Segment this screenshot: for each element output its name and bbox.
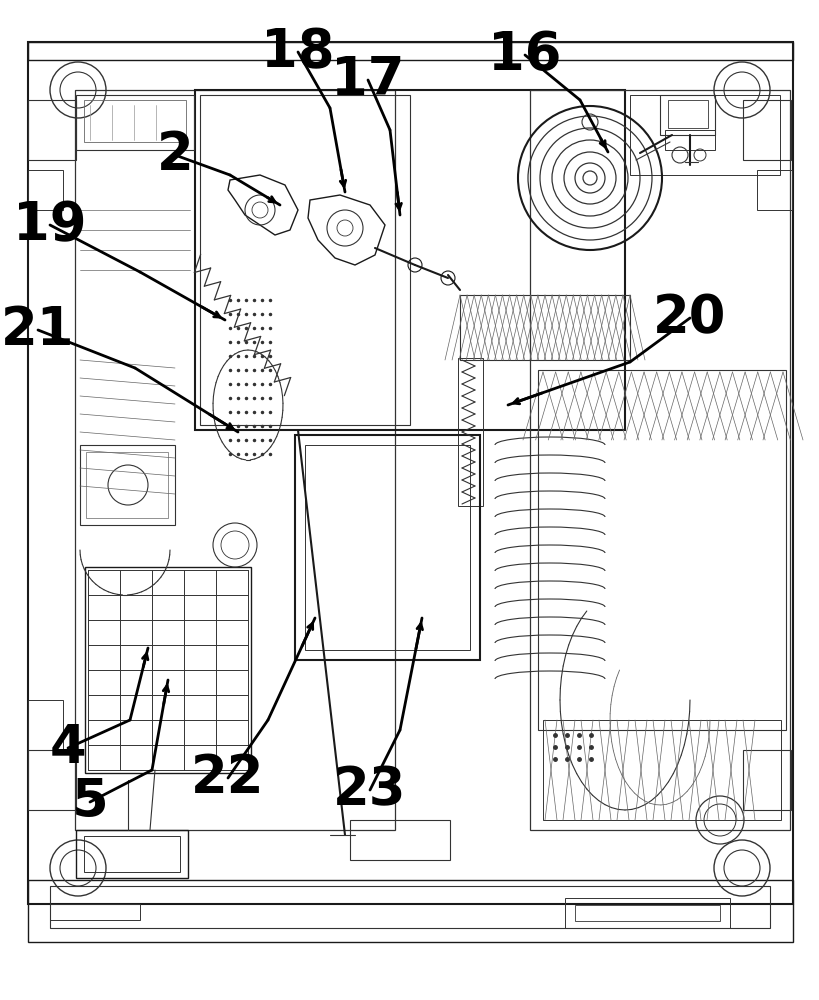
Bar bbox=[295, 435, 480, 660]
Bar bbox=[75, 90, 395, 830]
Bar bbox=[28, 880, 793, 942]
Bar bbox=[85, 567, 251, 773]
Text: 17: 17 bbox=[331, 54, 405, 106]
Bar bbox=[538, 370, 786, 730]
Bar bbox=[743, 750, 791, 810]
Bar bbox=[76, 95, 194, 150]
Text: 23: 23 bbox=[333, 764, 407, 816]
Bar bbox=[757, 170, 792, 210]
Bar bbox=[28, 170, 63, 210]
Bar bbox=[28, 700, 63, 750]
Bar bbox=[665, 130, 715, 150]
Bar bbox=[84, 100, 186, 142]
Text: 5: 5 bbox=[72, 776, 108, 828]
Text: 21: 21 bbox=[2, 304, 75, 356]
Bar bbox=[84, 836, 180, 872]
Text: 4: 4 bbox=[50, 722, 86, 774]
Bar bbox=[50, 886, 770, 928]
Bar bbox=[350, 820, 450, 860]
Text: 20: 20 bbox=[654, 292, 726, 344]
Bar bbox=[668, 100, 708, 128]
Bar bbox=[460, 295, 630, 360]
Bar bbox=[543, 720, 781, 820]
Bar bbox=[76, 830, 188, 878]
Bar bbox=[530, 90, 790, 830]
Bar bbox=[743, 100, 791, 160]
Bar bbox=[80, 445, 175, 525]
Bar bbox=[195, 90, 625, 430]
Bar bbox=[50, 904, 140, 920]
Text: 19: 19 bbox=[13, 199, 87, 251]
Text: 18: 18 bbox=[261, 26, 335, 78]
Bar bbox=[28, 100, 76, 160]
Bar bbox=[200, 95, 410, 425]
Bar bbox=[28, 42, 793, 60]
Bar bbox=[28, 42, 793, 904]
Text: 16: 16 bbox=[488, 29, 562, 81]
Bar bbox=[575, 905, 720, 921]
Bar bbox=[86, 452, 168, 518]
Bar bbox=[305, 445, 470, 650]
Bar bbox=[660, 95, 715, 135]
Bar bbox=[28, 750, 76, 810]
Bar bbox=[630, 95, 780, 175]
Bar bbox=[458, 358, 483, 506]
Text: 2: 2 bbox=[156, 129, 193, 181]
Bar bbox=[565, 898, 730, 928]
Text: 22: 22 bbox=[192, 752, 265, 804]
